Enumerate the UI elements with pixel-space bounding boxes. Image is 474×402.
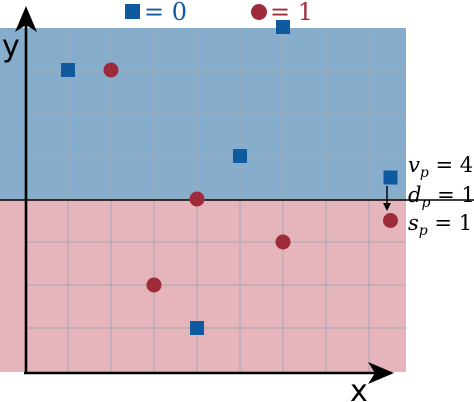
- class-0-point: [383, 170, 398, 185]
- class-0-point: [190, 321, 204, 335]
- y-axis-label: y: [2, 29, 20, 64]
- class-0-point: [276, 20, 290, 34]
- class-1-region: [0, 200, 406, 372]
- x-axis-arrowhead: [368, 362, 394, 384]
- class-1-point: [383, 213, 398, 228]
- legend-class-1-label: = 1: [270, 0, 313, 26]
- class-0-point: [233, 149, 247, 163]
- class-0-point: [61, 63, 75, 77]
- annotation-s: sp = 1: [408, 211, 472, 239]
- class-1-point: [103, 62, 119, 78]
- offset-arrowhead: [383, 203, 391, 211]
- x-axis-label: x: [350, 374, 368, 402]
- annotation-v: vp = 4: [408, 153, 473, 181]
- class-1-point: [189, 191, 205, 207]
- legend-class-0-label: = 0: [144, 0, 187, 26]
- class-1-point: [146, 277, 162, 293]
- data-points: [61, 20, 398, 335]
- legend-square-icon: [125, 4, 140, 19]
- y-axis-arrowhead: [15, 6, 37, 32]
- class-0-region: [0, 28, 406, 200]
- annotation-d: dp = 1: [408, 183, 474, 211]
- class-1-point: [275, 234, 291, 250]
- legend: = 0 = 1: [125, 0, 313, 26]
- legend-circle-icon: [251, 4, 267, 20]
